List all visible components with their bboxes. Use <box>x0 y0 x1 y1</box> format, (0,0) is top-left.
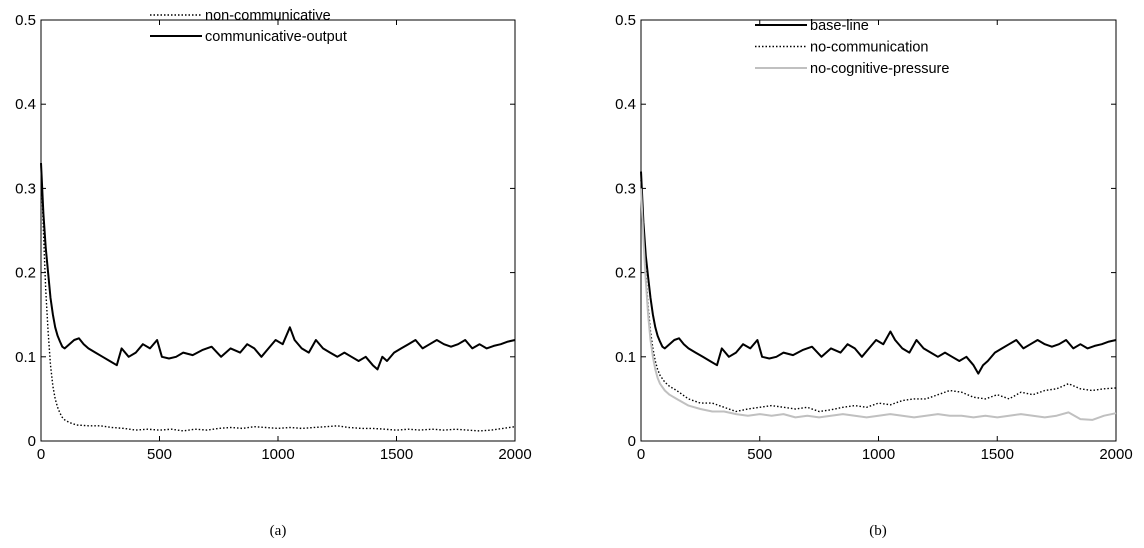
y-tick-label: 0.4 <box>615 96 636 113</box>
panel-b: 0 500 1000 1500 2000 0 0.1 0.2 0.3 0.4 0.5 base-lin… <box>615 12 1133 539</box>
legend-entry: base-line <box>810 18 869 34</box>
x-tick-label: 500 <box>747 446 772 463</box>
y-tick-label: 0.3 <box>15 180 36 197</box>
panel-caption: (a) <box>270 523 287 539</box>
y-tick-label: 0.5 <box>615 12 636 29</box>
x-tick-label: 1000 <box>261 446 294 463</box>
legend-entry: no-communication <box>810 40 928 56</box>
series-line-no-communication <box>640 179 1117 413</box>
y-tick-label: 0.1 <box>615 349 636 366</box>
y-tick-label: 0 <box>628 433 636 450</box>
legend-entry: non-communicative <box>205 8 331 24</box>
x-tick-label: 0 <box>37 446 45 463</box>
y-tick-label: 0.1 <box>15 349 36 366</box>
axes-frame <box>640 19 1117 442</box>
x-tick-label: 1500 <box>981 446 1014 463</box>
y-tick-label: 0 <box>28 433 36 450</box>
panel-caption: (b) <box>869 523 887 539</box>
legend-entry: no-cognitive-pressure <box>810 61 949 77</box>
series-line-communicative-output <box>40 163 516 371</box>
axes-frame <box>40 19 516 442</box>
x-tick-label: 2000 <box>498 446 531 463</box>
y-tick-label: 0.3 <box>615 180 636 197</box>
y-tick-label: 0.5 <box>15 12 36 29</box>
x-tick-label: 2000 <box>1099 446 1132 463</box>
y-tick-label: 0.4 <box>15 96 36 113</box>
y-tick-label: 0.2 <box>615 265 636 282</box>
x-tick-label: 500 <box>147 446 172 463</box>
series-line-base-line <box>640 171 1117 375</box>
series-line-no-cognitive-pressure <box>640 188 1117 421</box>
panel-a: 0 500 1000 1500 2000 0 0.1 0.2 0.3 0.4 0.5 non-comm… <box>15 8 532 539</box>
legend-entry: communicative-output <box>205 29 347 45</box>
series-line-non-communicative <box>40 163 516 432</box>
x-tick-label: 1500 <box>380 446 413 463</box>
x-tick-label: 0 <box>637 446 645 463</box>
x-tick-label: 1000 <box>862 446 895 463</box>
y-tick-label: 0.2 <box>15 265 36 282</box>
